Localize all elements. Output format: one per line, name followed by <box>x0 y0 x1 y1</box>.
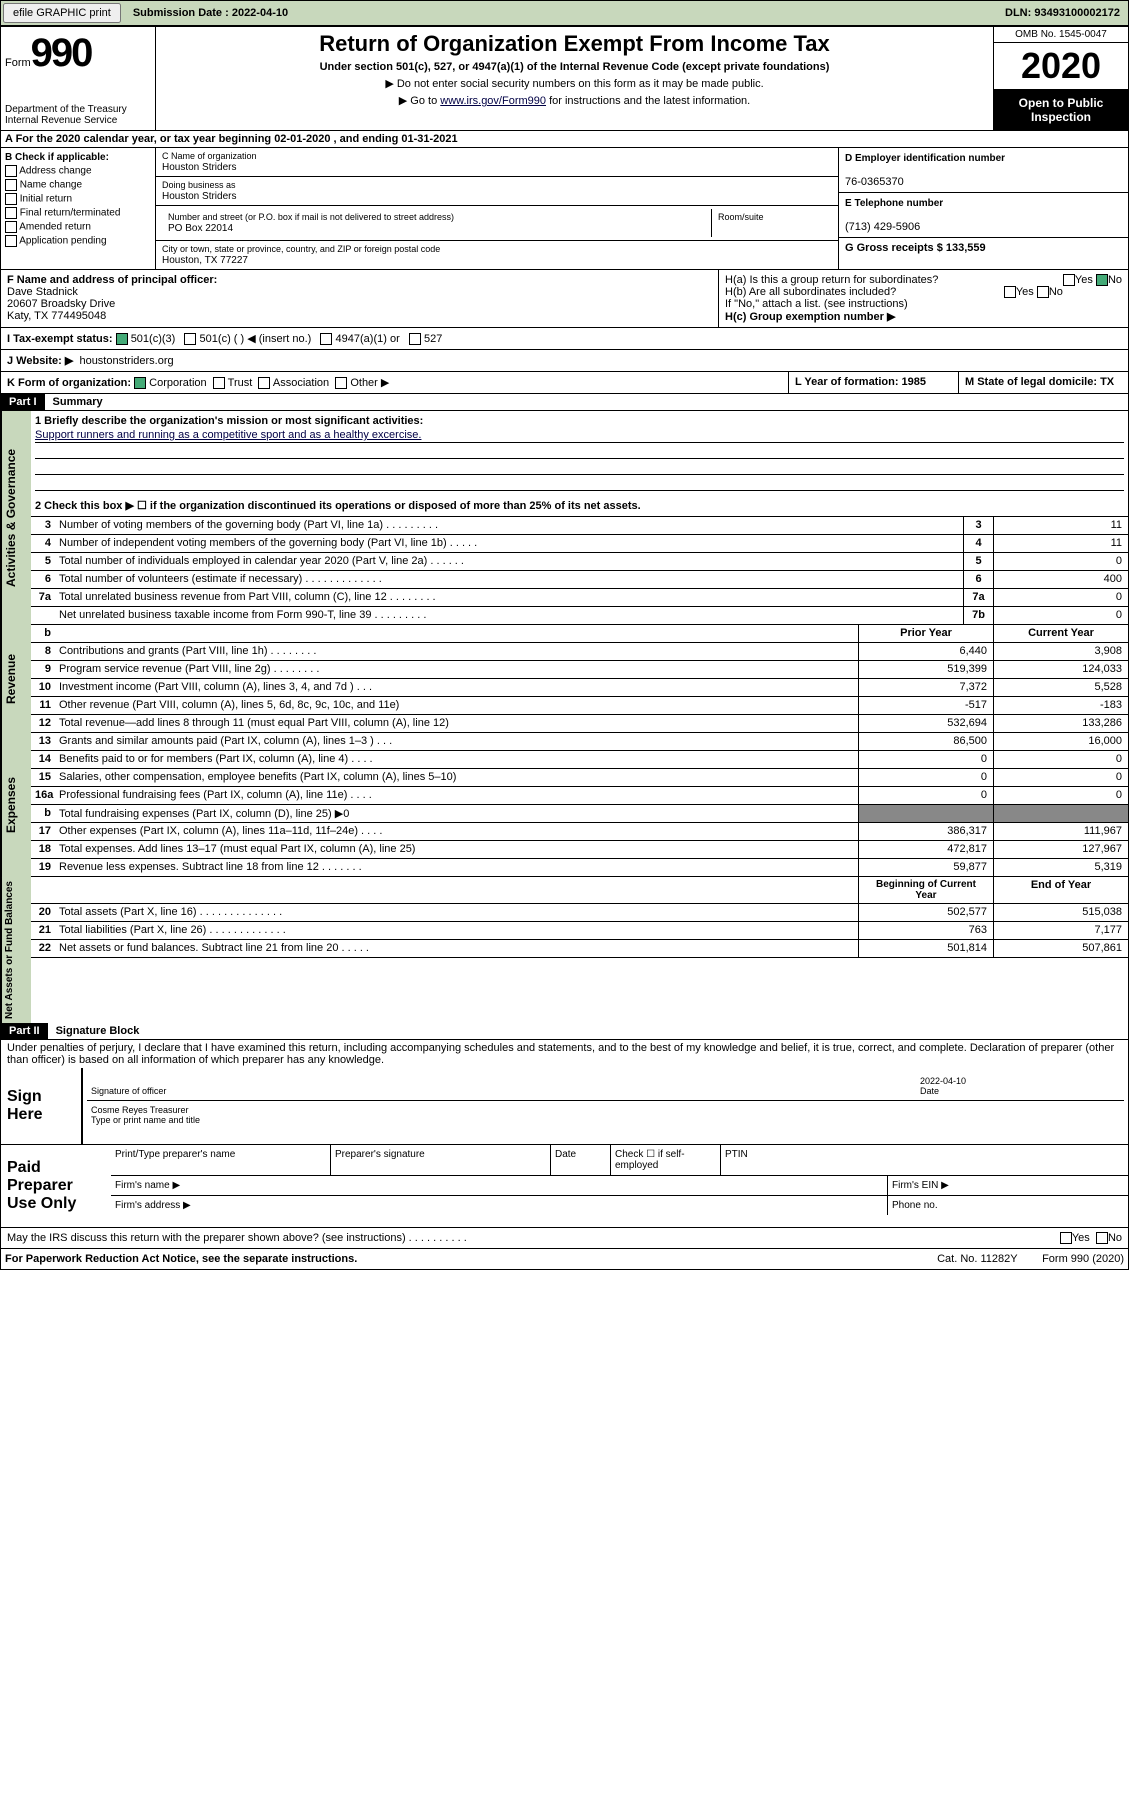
mission-block: 1 Briefly describe the organization's mi… <box>31 411 1128 517</box>
checkbox-icon[interactable] <box>409 333 421 345</box>
col-b-header: B Check if applicable: <box>5 152 109 163</box>
header-sub1: Under section 501(c), 527, or 4947(a)(1)… <box>160 61 989 73</box>
table-row: 15Salaries, other compensation, employee… <box>31 769 1128 787</box>
checkbox-icon[interactable] <box>5 165 17 177</box>
header-left: Form990 Department of the Treasury Inter… <box>1 27 156 130</box>
row-k: K Form of organization: Corporation Trus… <box>1 372 1128 394</box>
dln: DLN: 93493100002172 <box>1005 7 1126 19</box>
checkbox-icon[interactable] <box>1037 286 1049 298</box>
table-row: Net unrelated business taxable income fr… <box>31 607 1128 625</box>
header-sub3: ▶ Go to www.irs.gov/Form990 for instruct… <box>160 94 989 107</box>
checkbox-icon[interactable] <box>134 377 146 389</box>
omb: OMB No. 1545-0047 <box>994 27 1128 43</box>
checkbox-icon[interactable] <box>5 221 17 233</box>
mission-link[interactable]: Support runners and running as a competi… <box>35 429 421 441</box>
footer: For Paperwork Reduction Act Notice, see … <box>1 1249 1128 1269</box>
table-row: 22Net assets or fund balances. Subtract … <box>31 940 1128 958</box>
topbar: efile GRAPHIC print Submission Date : 20… <box>0 0 1129 26</box>
checkbox-icon[interactable] <box>1004 286 1016 298</box>
section-h: H(a) Is this a group return for subordin… <box>718 270 1128 327</box>
checkbox-icon[interactable] <box>184 333 196 345</box>
submission-date: Submission Date : 2022-04-10 <box>133 7 288 19</box>
checkbox-icon[interactable] <box>320 333 332 345</box>
checkbox-icon[interactable] <box>5 207 17 219</box>
checkbox-icon[interactable] <box>213 377 225 389</box>
perjury-text: Under penalties of perjury, I declare th… <box>1 1040 1128 1068</box>
table-row: 5Total number of individuals employed in… <box>31 553 1128 571</box>
irs-link[interactable]: www.irs.gov/Form990 <box>440 95 546 107</box>
table-row: 10Investment income (Part VIII, column (… <box>31 679 1128 697</box>
side-revenue: Revenue <box>1 625 31 733</box>
side-netassets: Net Assets or Fund Balances <box>1 877 31 1023</box>
row-i: I Tax-exempt status: 501(c)(3) 501(c) ( … <box>1 328 1128 350</box>
irs-discuss: May the IRS discuss this return with the… <box>1 1228 1128 1249</box>
table-row: 16aProfessional fundraising fees (Part I… <box>31 787 1128 805</box>
inspection-label: Open to Public Inspection <box>994 90 1128 130</box>
header-mid: Return of Organization Exempt From Incom… <box>156 27 993 130</box>
checkbox-icon[interactable] <box>5 179 17 191</box>
table-header: b Prior Year Current Year <box>31 625 1128 643</box>
row-a: A For the 2020 calendar year, or tax yea… <box>1 131 1128 148</box>
part1-header: Part ISummary <box>1 394 1128 411</box>
table-row: 4Number of independent voting members of… <box>31 535 1128 553</box>
form-number: Form990 <box>5 31 151 76</box>
side-expenses: Expenses <box>1 733 31 877</box>
dept-label: Department of the Treasury Internal Reve… <box>5 104 151 126</box>
table-row: 12Total revenue—add lines 8 through 11 (… <box>31 715 1128 733</box>
paid-preparer: Paid Preparer Use Only Print/Type prepar… <box>1 1145 1128 1228</box>
form-title: Return of Organization Exempt From Incom… <box>160 31 989 57</box>
table-row: 9Program service revenue (Part VIII, lin… <box>31 661 1128 679</box>
sign-here: Sign Here Signature of officer 2022-04-1… <box>1 1068 1128 1145</box>
checkbox-icon[interactable] <box>5 193 17 205</box>
tax-year: 2020 <box>994 43 1128 90</box>
form-page: Form990 Department of the Treasury Inter… <box>0 26 1129 1270</box>
checkbox-icon[interactable] <box>258 377 270 389</box>
table-row: 20Total assets (Part X, line 16) . . . .… <box>31 904 1128 922</box>
part2-header: Part IISignature Block <box>1 1023 1128 1040</box>
table-row: 6Total number of volunteers (estimate if… <box>31 571 1128 589</box>
table-row: 3Number of voting members of the governi… <box>31 517 1128 535</box>
section-f: F Name and address of principal officer:… <box>1 270 718 327</box>
side-governance: Activities & Governance <box>1 411 31 625</box>
table-row: 17Other expenses (Part IX, column (A), l… <box>31 823 1128 841</box>
table-row: 7aTotal unrelated business revenue from … <box>31 589 1128 607</box>
checkbox-icon[interactable] <box>5 235 17 247</box>
table-row: 21Total liabilities (Part X, line 26) . … <box>31 922 1128 940</box>
checkbox-icon[interactable] <box>116 333 128 345</box>
table-row: 18Total expenses. Add lines 13–17 (must … <box>31 841 1128 859</box>
row-j: J Website: ▶ houstonstriders.org <box>1 350 1128 372</box>
header-right: OMB No. 1545-0047 2020 Open to Public In… <box>993 27 1128 130</box>
efile-button[interactable]: efile GRAPHIC print <box>3 3 121 23</box>
checkbox-icon[interactable] <box>1096 1232 1108 1244</box>
table-header: Beginning of Current Year End of Year <box>31 877 1128 904</box>
table-row: 8Contributions and grants (Part VIII, li… <box>31 643 1128 661</box>
table-row: 13Grants and similar amounts paid (Part … <box>31 733 1128 751</box>
table-row: 19Revenue less expenses. Subtract line 1… <box>31 859 1128 877</box>
checkbox-icon[interactable] <box>1060 1232 1072 1244</box>
col-d: D Employer identification number76-03653… <box>838 148 1128 269</box>
table-row: 14Benefits paid to or for members (Part … <box>31 751 1128 769</box>
checkbox-icon[interactable] <box>1063 274 1075 286</box>
table-row: bTotal fundraising expenses (Part IX, co… <box>31 805 1128 823</box>
checkbox-icon[interactable] <box>335 377 347 389</box>
checkbox-icon[interactable] <box>1096 274 1108 286</box>
col-b: B Check if applicable: Address change Na… <box>1 148 156 269</box>
header-sub2: ▶ Do not enter social security numbers o… <box>160 77 989 90</box>
col-c: C Name of organizationHouston Striders D… <box>156 148 838 269</box>
table-row: 11Other revenue (Part VIII, column (A), … <box>31 697 1128 715</box>
